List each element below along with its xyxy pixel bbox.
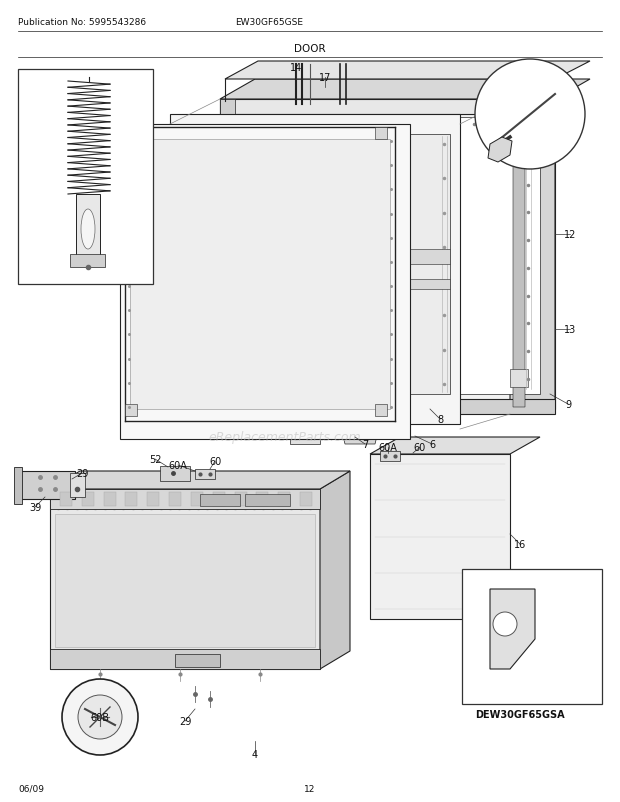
Polygon shape <box>170 115 460 424</box>
FancyBboxPatch shape <box>462 569 602 704</box>
Text: 7: 7 <box>362 439 368 449</box>
Text: 12: 12 <box>304 784 316 793</box>
Polygon shape <box>130 140 390 410</box>
Polygon shape <box>185 280 450 290</box>
Text: DEW30GF65GSA: DEW30GF65GSA <box>475 709 565 719</box>
Polygon shape <box>125 492 138 506</box>
Text: 60: 60 <box>209 456 221 467</box>
Polygon shape <box>488 138 512 163</box>
Polygon shape <box>510 118 528 136</box>
Polygon shape <box>513 107 525 407</box>
Polygon shape <box>375 128 387 140</box>
Polygon shape <box>220 100 555 115</box>
Text: 60A: 60A <box>169 460 187 471</box>
Polygon shape <box>120 125 410 439</box>
Polygon shape <box>375 404 387 416</box>
Polygon shape <box>180 135 450 395</box>
Text: 40: 40 <box>519 619 531 630</box>
Circle shape <box>493 612 517 636</box>
Polygon shape <box>245 494 290 506</box>
Text: 10: 10 <box>492 83 504 93</box>
Polygon shape <box>220 399 555 415</box>
Polygon shape <box>195 469 215 480</box>
Polygon shape <box>185 249 450 265</box>
Polygon shape <box>14 468 22 504</box>
Polygon shape <box>82 492 94 506</box>
Circle shape <box>475 60 585 170</box>
Text: 14: 14 <box>290 63 302 73</box>
Polygon shape <box>340 424 380 444</box>
Polygon shape <box>220 100 235 410</box>
Polygon shape <box>104 492 116 506</box>
Polygon shape <box>160 467 190 481</box>
Circle shape <box>62 679 138 755</box>
Polygon shape <box>320 472 350 669</box>
Polygon shape <box>370 455 510 619</box>
Text: 4: 4 <box>252 749 258 759</box>
Polygon shape <box>70 255 105 268</box>
Polygon shape <box>50 489 320 669</box>
Text: DOOR: DOOR <box>294 44 326 54</box>
Polygon shape <box>50 472 350 489</box>
Text: 12: 12 <box>564 229 576 240</box>
Polygon shape <box>290 429 320 444</box>
Polygon shape <box>76 195 100 260</box>
Polygon shape <box>191 492 203 506</box>
Text: 52: 52 <box>149 455 161 464</box>
Text: 10: 10 <box>498 88 511 98</box>
Polygon shape <box>169 492 181 506</box>
Polygon shape <box>256 492 268 506</box>
Polygon shape <box>175 654 220 667</box>
Text: 13: 13 <box>564 325 576 334</box>
Polygon shape <box>213 492 224 506</box>
Text: 16: 16 <box>514 539 526 549</box>
Polygon shape <box>235 118 540 395</box>
Polygon shape <box>50 489 320 509</box>
FancyBboxPatch shape <box>18 70 153 285</box>
Polygon shape <box>125 404 137 416</box>
Text: 20: 20 <box>472 664 485 674</box>
Text: 60B: 60B <box>91 712 110 722</box>
Polygon shape <box>18 472 75 500</box>
Polygon shape <box>225 62 590 80</box>
Text: 9: 9 <box>565 399 571 410</box>
Text: 23: 23 <box>24 272 37 282</box>
Polygon shape <box>278 492 290 506</box>
Polygon shape <box>234 492 247 506</box>
Text: 17: 17 <box>319 73 331 83</box>
Polygon shape <box>220 80 590 100</box>
Text: 60A: 60A <box>379 443 397 452</box>
Polygon shape <box>70 473 85 497</box>
Text: Publication No: 5995543286: Publication No: 5995543286 <box>18 18 146 27</box>
Polygon shape <box>50 649 320 669</box>
Text: eReplacementParts.com: eReplacementParts.com <box>209 431 361 444</box>
Polygon shape <box>510 370 528 387</box>
Polygon shape <box>300 492 312 506</box>
Ellipse shape <box>81 210 95 249</box>
Polygon shape <box>490 589 535 669</box>
Text: 8: 8 <box>437 415 443 424</box>
Text: 6: 6 <box>429 439 435 449</box>
Text: 29: 29 <box>179 716 191 726</box>
Polygon shape <box>220 100 555 410</box>
Text: 39: 39 <box>29 502 41 512</box>
Polygon shape <box>510 100 555 410</box>
Text: 29: 29 <box>76 468 88 479</box>
Polygon shape <box>235 370 253 387</box>
Polygon shape <box>235 118 253 136</box>
Polygon shape <box>148 492 159 506</box>
Polygon shape <box>125 128 137 140</box>
Polygon shape <box>380 452 400 461</box>
Polygon shape <box>55 514 315 647</box>
Polygon shape <box>370 437 540 455</box>
Polygon shape <box>200 494 240 506</box>
Text: 06/09: 06/09 <box>18 784 44 793</box>
Polygon shape <box>330 415 390 429</box>
Text: 60: 60 <box>414 443 426 452</box>
Text: EW30GF65GSE: EW30GF65GSE <box>235 18 303 27</box>
Polygon shape <box>60 492 72 506</box>
Circle shape <box>78 695 122 739</box>
